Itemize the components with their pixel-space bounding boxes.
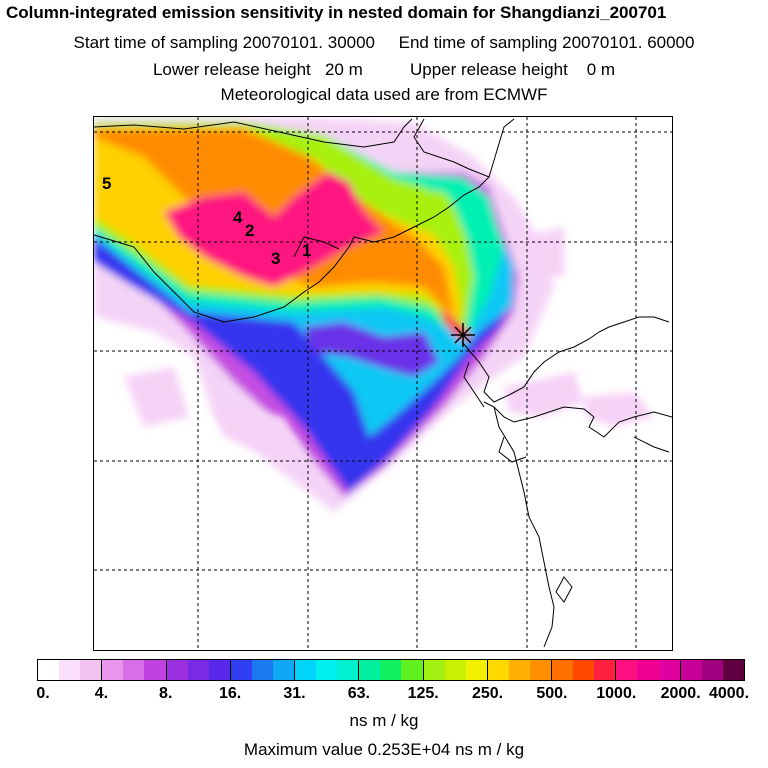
maximum-value-label: Maximum value 0.253E+04 ns m / kg [243, 740, 525, 759]
border-line [588, 411, 672, 438]
colorbar-segment [102, 660, 167, 680]
border-line [461, 316, 670, 403]
colorbar-tick-label: 250. [471, 685, 504, 702]
colorbar-swatch [616, 660, 638, 680]
border-line [463, 361, 485, 408]
sensitivity-patch [504, 372, 584, 417]
colorbar-tick-label: 2000. [660, 685, 701, 702]
cluster-label-2: 2 [245, 221, 254, 240]
cluster-label-1: 1 [302, 241, 311, 260]
release-marker-stroke [454, 326, 472, 344]
colorbar-segment [166, 660, 231, 680]
colorbar-swatch [380, 660, 402, 680]
colorbar-swatch [208, 660, 230, 680]
colorbar-tick-label: 31. [283, 685, 306, 702]
border-line [633, 436, 670, 453]
sensitivity-plume [94, 117, 554, 512]
colorbar-swatch [680, 660, 702, 680]
colorbar-tick-label: 63. [347, 685, 370, 702]
colorbar [37, 659, 745, 681]
colorbar-tick-label: 500. [536, 685, 568, 702]
colorbar-swatch [166, 660, 188, 680]
colorbar-segment [359, 660, 424, 680]
colorbar-swatch [530, 660, 552, 680]
colorbar-swatch [637, 660, 659, 680]
colorbar-swatch [316, 660, 338, 680]
colorbar-swatch [401, 660, 423, 680]
plume-band-purple-blob [304, 322, 439, 377]
cluster-labels: 5 4 2 3 1 [102, 174, 311, 268]
colorbar-segment [680, 660, 744, 680]
colorbar-tick-label: 4000. [708, 685, 750, 702]
colorbar-tick-label: 4. [94, 685, 109, 702]
lower-release-label: Lower release height 20 m [152, 60, 363, 79]
border-line [293, 236, 340, 258]
colorbar-swatch [487, 660, 509, 680]
colorbar-swatch [594, 660, 616, 680]
colorbar-swatch [123, 660, 145, 680]
sensitivity-patch [214, 407, 304, 457]
colorbar-segment [295, 660, 360, 680]
colorbar-swatch [552, 660, 574, 680]
colorbar-segment [487, 660, 553, 680]
colorbar-swatch [102, 660, 124, 680]
colorbar-swatch [701, 660, 723, 680]
colorbar-segment [423, 660, 488, 680]
colorbar-swatch [444, 660, 466, 680]
upper-release-label: Upper release height 0 m [409, 60, 616, 79]
colorbar-swatch [144, 660, 166, 680]
cluster-label-5: 5 [102, 174, 111, 193]
colorbar-swatch [337, 660, 359, 680]
colorbar-segment [552, 660, 617, 680]
colorbar-swatch [359, 660, 381, 680]
sensitivity-patch [524, 227, 564, 277]
colorbar-swatch [658, 660, 680, 680]
lat-lon-grid [94, 117, 672, 650]
colorbar-tick-label: 1000. [596, 685, 637, 702]
border-line [483, 401, 595, 423]
release-heights: Lower release height 20 m Upper release … [0, 60, 768, 80]
colorbar-tick-label: 125. [407, 685, 439, 702]
release-point-icon [451, 323, 475, 347]
colorbar-tick-label: 0. [36, 685, 50, 702]
colorbar-swatch [38, 660, 60, 680]
border-line [413, 118, 515, 178]
sampling-times: Start time of sampling 20070101. 30000 E… [0, 33, 768, 53]
sensitivity-patch [124, 367, 189, 427]
cluster-label-4: 4 [233, 208, 243, 227]
colorbar-swatch [187, 660, 209, 680]
colorbar-tick-label: 8. [159, 685, 173, 702]
start-time-label: Start time of sampling 20070101. 30000 [73, 33, 376, 52]
colorbar-swatch [722, 660, 744, 680]
colorbar-swatch [251, 660, 273, 680]
colorbar-swatch [80, 660, 102, 680]
map-canvas: 5 4 2 3 1 [94, 117, 672, 650]
end-time-label: End time of sampling 20070101. 60000 [398, 33, 695, 52]
cluster-label-3: 3 [271, 249, 280, 268]
units-label: ns m / kg [349, 711, 419, 730]
colorbar-segment [230, 660, 296, 680]
colorbar-swatch [230, 660, 252, 680]
colorbar-tick-label: 16. [218, 685, 242, 702]
colorbar-swatch [465, 660, 487, 680]
border-line [555, 576, 573, 603]
border-line [94, 176, 490, 323]
border-line [94, 118, 413, 148]
colorbar-swatch [59, 660, 81, 680]
colorbar-swatch [573, 660, 595, 680]
chart-title: Column-integrated emission sensitivity i… [6, 3, 667, 22]
met-data-label: Meteorological data used are from ECMWF [220, 85, 548, 104]
border-line [493, 406, 555, 648]
coastlines [94, 118, 672, 648]
plume-band-ocean-green [420, 191, 452, 223]
colorbar-segment [38, 660, 103, 680]
plume-band-magenta [164, 172, 384, 287]
colorbar-swatch [508, 660, 531, 680]
colorbar-segment [616, 660, 681, 680]
border-line [498, 436, 527, 463]
emission-sensitivity-map: 5 4 2 3 1 [93, 116, 673, 651]
colorbar-swatch [272, 660, 295, 680]
colorbar-swatch [423, 660, 445, 680]
colorbar-swatch [295, 660, 317, 680]
